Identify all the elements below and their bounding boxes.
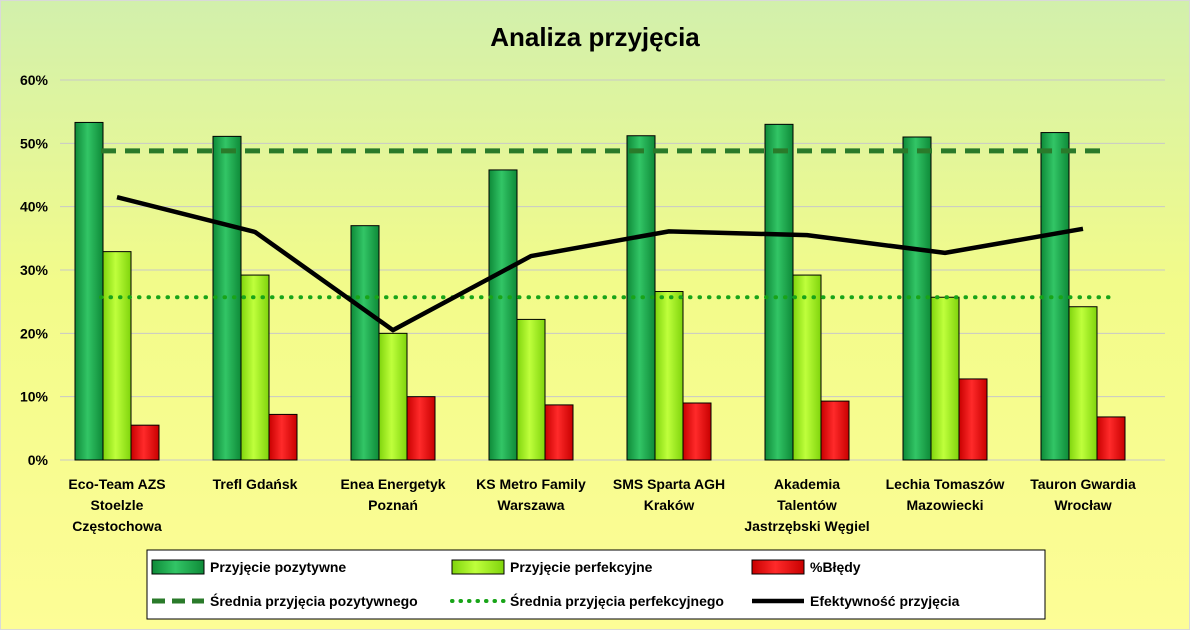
- legend-label: Przyjęcie pozytywne: [210, 559, 346, 575]
- bar-przyjecie-pozytywne: [212, 135, 242, 461]
- x-category-label: Akademia Talentów Jastrzębski Węgiel: [744, 476, 869, 534]
- x-axis-category-labels: Eco-Team AZS Stoelzle Częstochowa Trefl Gda…: [68, 476, 1136, 534]
- x-category-label: KS Metro Family Warszawa: [476, 476, 586, 513]
- legend-swatch: [451, 559, 505, 575]
- x-category-label: Trefl Gdańsk: [213, 476, 298, 492]
- bar-bledy: [544, 404, 574, 461]
- bar-przyjecie-perfekcyjne: [654, 291, 684, 461]
- legend-srednia-perfekcyjnego: Średnia przyjęcia perfekcyjnego: [450, 592, 724, 609]
- legend-przyjecie-perfekcyjne: Przyjęcie perfekcyjne: [451, 559, 653, 575]
- legend-label: Efektywność przyjęcia: [810, 593, 960, 609]
- legend-swatch: [751, 559, 805, 575]
- bar-przyjecie-perfekcyjne: [516, 318, 546, 461]
- bar-przyjecie-pozytywne: [764, 123, 794, 461]
- legend-swatch: [151, 559, 205, 575]
- bar-przyjecie-perfekcyjne: [1068, 306, 1098, 461]
- y-tick-label: 40%: [20, 199, 49, 215]
- series-lines: [99, 148, 1111, 333]
- bar-przyjecie-perfekcyjne: [240, 274, 270, 461]
- bar-przyjecie-perfekcyjne: [792, 274, 822, 461]
- y-axis-tick-labels: 0% 10% 20% 30% 40% 50% 60%: [20, 72, 49, 468]
- y-tick-label: 30%: [20, 262, 49, 278]
- y-tick-label: 50%: [20, 135, 49, 151]
- x-category-label: Eco-Team AZS Stoelzle Częstochowa: [68, 476, 165, 534]
- bar-przyjecie-perfekcyjne: [378, 332, 408, 461]
- legend-przyjecie-pozytywne: Przyjęcie pozytywne: [151, 559, 346, 575]
- x-category-label: Lechia Tomaszów Mazowiecki: [886, 476, 1005, 513]
- line-efektywnosc: [116, 194, 1084, 333]
- bar-bledy: [820, 400, 850, 461]
- legend: Przyjęcie pozytywne Przyjęcie perfekcyjne…: [146, 549, 1046, 620]
- bar-przyjecie-pozytywne: [1040, 132, 1070, 461]
- bar-bledy: [682, 402, 712, 461]
- y-tick-label: 60%: [20, 72, 49, 88]
- y-tick-label: 10%: [20, 389, 49, 405]
- y-tick-label: 20%: [20, 325, 49, 341]
- bar-bledy: [406, 396, 436, 461]
- y-tick-label: 0%: [28, 452, 49, 468]
- bar-bledy: [130, 424, 160, 461]
- bar-bledy: [268, 413, 298, 461]
- bar-przyjecie-pozytywne: [350, 225, 380, 461]
- legend-label: Średnia przyjęcia perfekcyjnego: [510, 592, 724, 609]
- legend-box: [146, 549, 1046, 620]
- bar-przyjecie-pozytywne: [74, 121, 104, 461]
- legend-label: %Błędy: [810, 559, 861, 575]
- chart-title: Analiza przyjęcia: [490, 22, 700, 52]
- legend-bledy: %Błędy: [751, 559, 861, 575]
- bar-przyjecie-pozytywne: [488, 169, 518, 461]
- legend-efektywnosc: Efektywność przyjęcia: [752, 593, 960, 609]
- x-category-label: SMS Sparta AGH Kraków: [613, 476, 725, 513]
- legend-label: Przyjęcie perfekcyjne: [510, 559, 653, 575]
- bar-bledy: [1096, 416, 1126, 461]
- bar-przyjecie-perfekcyjne: [102, 251, 132, 461]
- legend-srednia-pozytywnego: Średnia przyjęcia pozytywnego: [152, 592, 418, 609]
- bar-przyjecie-perfekcyjne: [930, 296, 960, 461]
- bar-bledy: [958, 378, 988, 461]
- bars: [74, 121, 1126, 461]
- x-category-label: Tauron Gwardia Wrocław: [1030, 476, 1136, 513]
- x-category-label: Enea Energetyk Poznań: [340, 476, 445, 513]
- legend-label: Średnia przyjęcia pozytywnego: [210, 592, 418, 609]
